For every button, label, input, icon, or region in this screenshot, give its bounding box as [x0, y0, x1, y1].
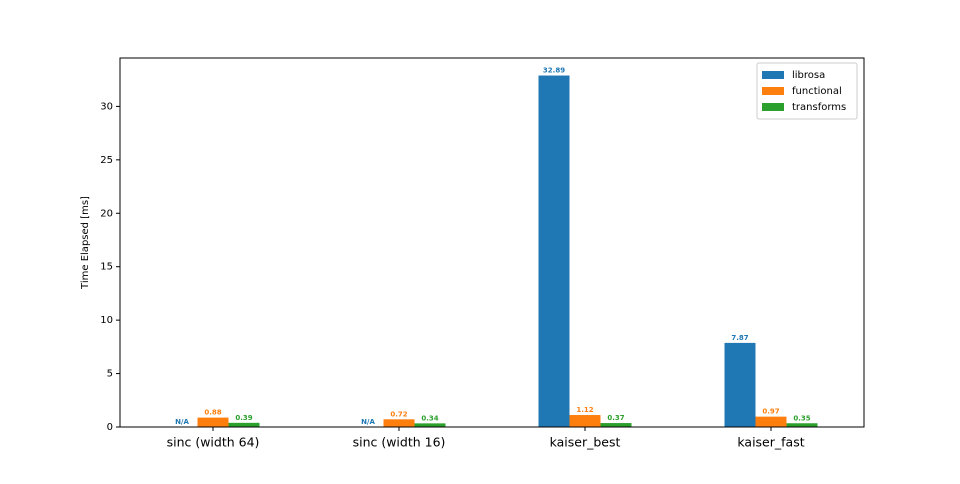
y-tick-label: 30 [100, 101, 113, 112]
value-label: 0.88 [204, 409, 221, 417]
legend: librosa functional transforms [756, 62, 858, 120]
y-tick-label: 20 [100, 208, 113, 219]
bar [197, 417, 229, 427]
bar [383, 419, 415, 427]
x-tick-label: sinc (width 16) [353, 435, 446, 450]
bar [724, 342, 756, 427]
plot-frame [119, 57, 865, 428]
bar [538, 75, 570, 427]
bar [755, 416, 787, 427]
legend-swatch [762, 103, 784, 111]
bar [600, 423, 632, 427]
x-tick-label: kaiser_best [550, 435, 621, 450]
bar [786, 423, 818, 427]
bar [228, 422, 260, 427]
bar [569, 415, 601, 427]
value-label: N/A [175, 418, 189, 426]
value-label: N/A [361, 418, 375, 426]
value-label: 0.72 [390, 410, 407, 418]
y-tick-label: 15 [100, 262, 113, 273]
legend-label: transforms [792, 102, 846, 113]
x-tick-label: kaiser_fast [737, 435, 804, 450]
value-label: 1.12 [576, 406, 593, 414]
y-tick-label: 25 [100, 155, 113, 166]
y-tick-label: 10 [100, 315, 113, 326]
legend-swatch [762, 71, 784, 79]
value-label: 32.89 [543, 67, 565, 75]
x-tick-label: sinc (width 64) [167, 435, 260, 450]
bar [414, 423, 446, 427]
value-label: 0.97 [762, 408, 779, 416]
y-tick-label: 5 [107, 369, 113, 380]
legend-label: librosa [792, 70, 825, 81]
y-tick-label: 0 [107, 422, 113, 433]
value-label: 7.87 [731, 334, 748, 342]
value-label: 0.37 [607, 414, 624, 422]
value-label: 0.35 [793, 414, 810, 422]
legend-label: functional [792, 86, 842, 97]
legend-swatch [762, 87, 784, 95]
y-axis-label: Time Elapsed [ms] [80, 196, 91, 290]
value-label: 0.34 [421, 414, 438, 422]
value-label: 0.39 [235, 414, 252, 422]
